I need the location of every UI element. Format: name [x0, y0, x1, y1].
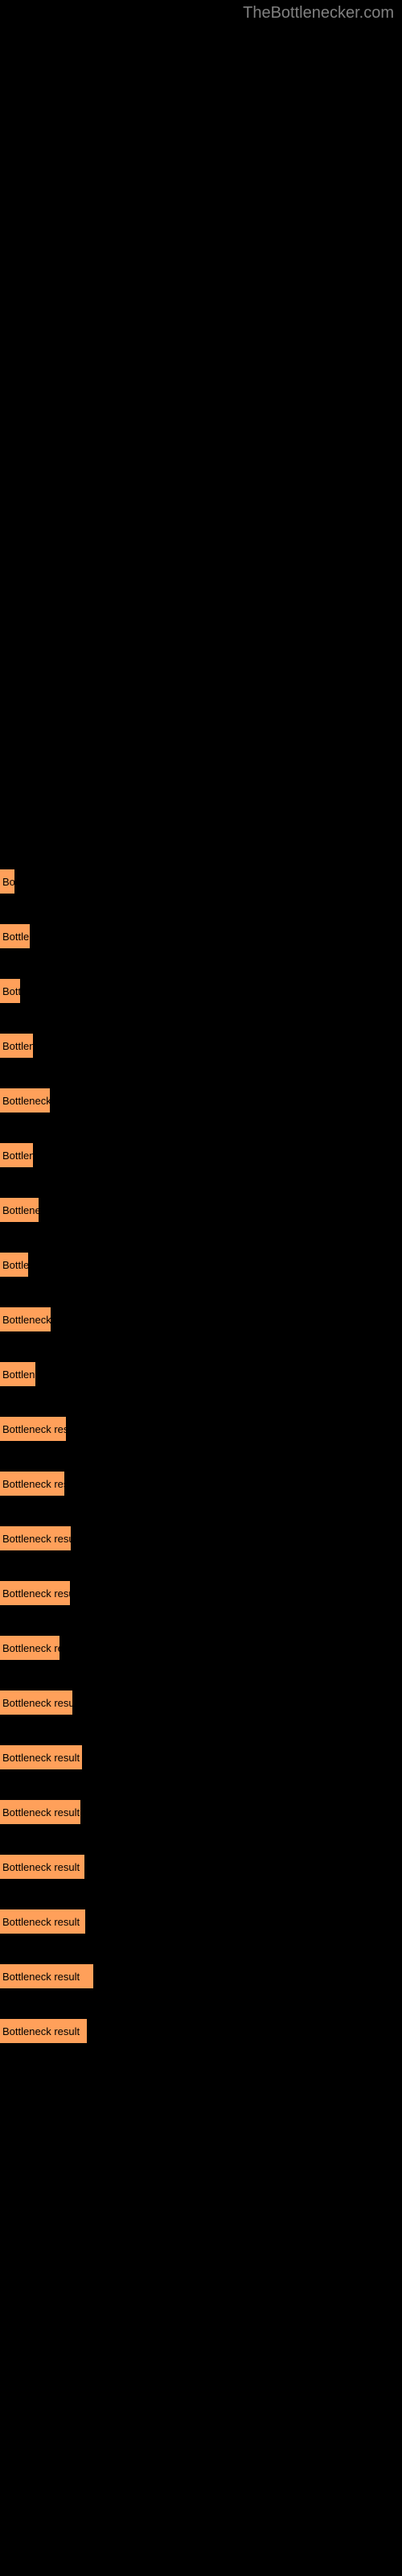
bar-label: Bo: [2, 876, 14, 888]
bar: Bottleneck re: [0, 1088, 50, 1113]
bar-row: Bottleneck result: [0, 1745, 402, 1769]
bar-label: Bottleneck result: [2, 1423, 66, 1435]
bar-label: Bottleneck result: [2, 2025, 80, 2037]
bar-label: Bottleneck: [2, 1204, 39, 1216]
bar-row: Bo: [0, 869, 402, 894]
bar: Bottlenec: [0, 1034, 33, 1058]
bar: Bottleneck result: [0, 2019, 87, 2043]
bar-label: Bott: [2, 985, 20, 997]
bar: Bottleneck result: [0, 1690, 72, 1715]
bar-row: Bottlenec: [0, 1362, 402, 1386]
bar-row: Bottleneck result: [0, 2019, 402, 2043]
bar-row: Bottlenec: [0, 1143, 402, 1167]
bar-label: Bottlene: [2, 931, 30, 943]
bar: Bottlenec: [0, 1362, 35, 1386]
bar-row: Bottlenec: [0, 1034, 402, 1058]
bar: Bottleneck: [0, 1198, 39, 1222]
bar-label: Bottleneck re: [2, 1095, 50, 1107]
bar-label: Bottleneck result: [2, 1806, 80, 1818]
bar: Bottleneck result: [0, 1417, 66, 1441]
bar-row: Bottleneck result: [0, 1581, 402, 1605]
bar: Bottleneck result: [0, 1581, 70, 1605]
bar-chart: Bo Bottlene Bott Bottlenec Bottleneck re Bott…: [0, 0, 402, 2106]
bar: Bottleneck result: [0, 1964, 93, 1988]
bar: Bottleneck resu: [0, 1636, 59, 1660]
bar-label: Bottleneck result: [2, 1971, 80, 1983]
bar: Bottlenec: [0, 1143, 33, 1167]
bar-label: Bottleneck resu: [2, 1642, 59, 1654]
bar-row: Bottleneck result: [0, 1472, 402, 1496]
bar-row: Bottleneck result: [0, 1909, 402, 1934]
bar-label: Bottlen: [2, 1259, 28, 1271]
bar: Bottleneck result: [0, 1855, 84, 1879]
bar-label: Bottleneck result: [2, 1916, 80, 1928]
bar-label: Bottlenec: [2, 1040, 33, 1052]
bar: Bottlene: [0, 924, 30, 948]
bar-label: Bottleneck re: [2, 1314, 51, 1326]
bar-label: Bottleneck result: [2, 1533, 71, 1545]
bar-label: Bottleneck result: [2, 1697, 72, 1709]
bar: Bottleneck result: [0, 1800, 80, 1824]
bar-label: Bottleneck result: [2, 1587, 70, 1600]
bar-row: Bottleneck re: [0, 1307, 402, 1331]
bar: Bottleneck result: [0, 1472, 64, 1496]
bar: Bottleneck re: [0, 1307, 51, 1331]
bar-row: Bottleneck: [0, 1198, 402, 1222]
bar-label: Bottleneck result: [2, 1478, 64, 1490]
bar: Bottlen: [0, 1253, 28, 1277]
bar: Bott: [0, 979, 20, 1003]
bar-row: Bott: [0, 979, 402, 1003]
bar: Bottleneck result: [0, 1526, 71, 1550]
watermark-text: TheBottlenecker.com: [243, 4, 394, 23]
bar-label: Bottlenec: [2, 1368, 35, 1381]
bar-row: Bottlen: [0, 1253, 402, 1277]
bar-label: Bottleneck result: [2, 1752, 80, 1764]
bar-row: Bottleneck result: [0, 1417, 402, 1441]
bar-row: Bottleneck result: [0, 1800, 402, 1824]
bar-row: Bottleneck resu: [0, 1636, 402, 1660]
bar-row: Bottleneck result: [0, 1964, 402, 1988]
bar-row: Bottleneck re: [0, 1088, 402, 1113]
bar-row: Bottleneck result: [0, 1855, 402, 1879]
bar: Bottleneck result: [0, 1745, 82, 1769]
bar-row: Bottleneck result: [0, 1690, 402, 1715]
bar-label: Bottlenec: [2, 1150, 33, 1162]
bar-row: Bottleneck result: [0, 1526, 402, 1550]
bar-row: Bottlene: [0, 924, 402, 948]
bar: Bo: [0, 869, 14, 894]
bar: Bottleneck result: [0, 1909, 85, 1934]
bar-label: Bottleneck result: [2, 1861, 80, 1873]
